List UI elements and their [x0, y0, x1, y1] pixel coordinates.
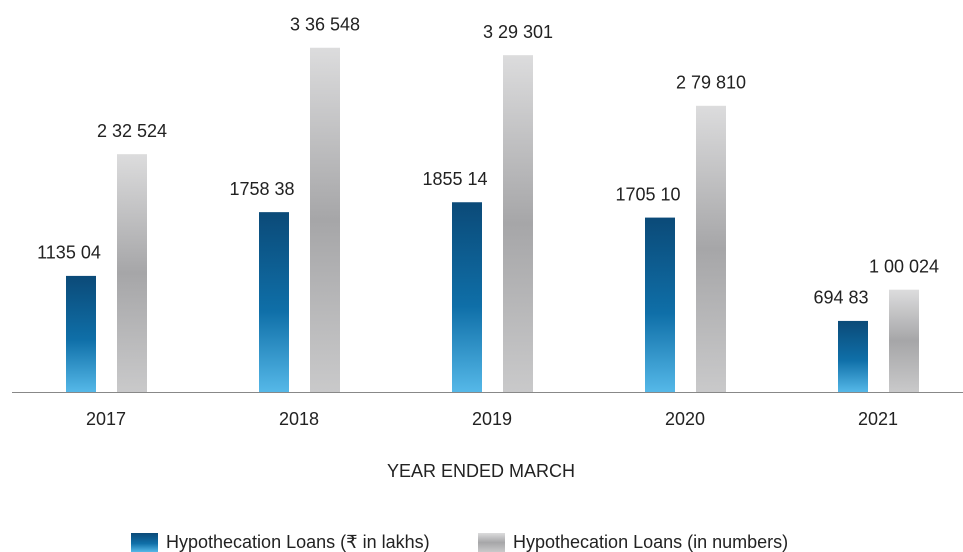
- x-tick-label: 2017: [86, 409, 126, 429]
- bar: [645, 217, 675, 392]
- bar: [838, 320, 868, 392]
- legend-label: Hypothecation Loans (₹ in lakhs): [166, 532, 430, 552]
- x-tick-label: 2018: [279, 409, 319, 429]
- value-label: 1855 14: [422, 169, 487, 189]
- bar: [259, 212, 289, 392]
- value-label: 1135 04: [37, 243, 101, 263]
- value-label: 2 79 810: [676, 73, 746, 93]
- x-tick-label: 2021: [858, 409, 898, 429]
- legend-swatch: [131, 533, 158, 552]
- bar: [889, 289, 919, 392]
- value-label: 3 29 301: [483, 22, 553, 42]
- x-tick-label: 2020: [665, 409, 705, 429]
- legend-label: Hypothecation Loans (in numbers): [513, 532, 788, 552]
- value-label: 1705 10: [615, 184, 680, 204]
- value-label: 3 36 548: [290, 15, 360, 35]
- legend-swatch: [478, 533, 505, 552]
- bar: [310, 47, 340, 393]
- bar: [452, 202, 482, 392]
- value-label: 694 83: [813, 288, 868, 308]
- bar: [503, 55, 533, 392]
- bar: [696, 105, 726, 392]
- bar: [66, 275, 96, 392]
- value-label: 1758 38: [229, 179, 294, 199]
- x-tick-label: 2019: [472, 409, 512, 429]
- bar: [117, 154, 147, 392]
- x-axis-label: YEAR ENDED MARCH: [387, 461, 575, 481]
- value-label: 1 00 024: [869, 256, 939, 276]
- value-label: 2 32 524: [97, 121, 167, 141]
